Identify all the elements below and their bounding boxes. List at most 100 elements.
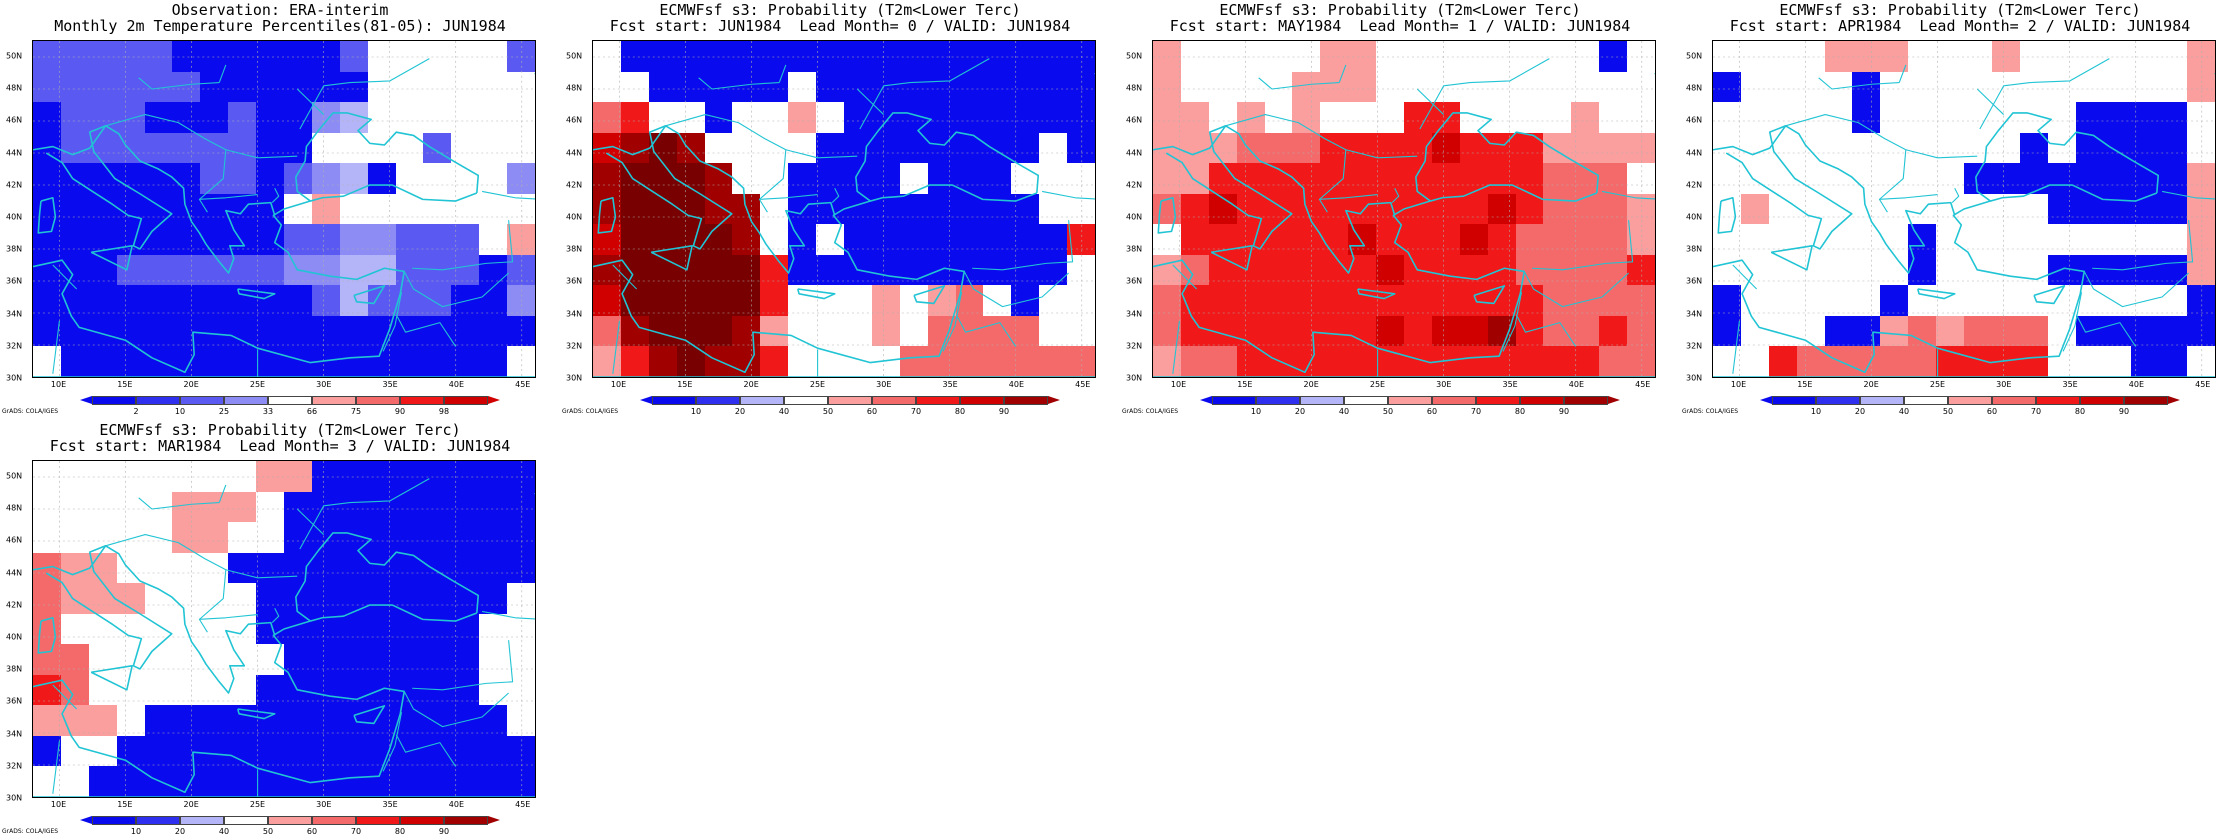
coastline-overlay	[593, 41, 1095, 377]
grid-cell	[507, 71, 535, 103]
grid-cell	[816, 71, 844, 103]
legend-tick-label: 40	[218, 827, 230, 836]
grid-cell	[1908, 71, 1937, 103]
grid-cell	[1067, 41, 1095, 72]
legend-swatch	[92, 396, 136, 405]
grid-cell	[593, 224, 621, 255]
legend-swatch	[740, 396, 784, 405]
legend-tick-label: 20	[1294, 407, 1306, 416]
legend-swatch	[1992, 396, 2036, 405]
lon-tick-label: 25E	[1369, 380, 1386, 389]
grid-cell	[479, 613, 508, 645]
grid-cell	[620, 346, 649, 377]
grid-cell	[423, 735, 452, 767]
grid-cell	[423, 193, 452, 225]
grid-cell	[1487, 193, 1516, 225]
grid-cell	[1936, 102, 1964, 133]
grid-cell	[507, 674, 535, 706]
country-border	[412, 220, 514, 271]
grid-cell	[1936, 315, 1964, 347]
grid-cell	[1153, 41, 1181, 72]
grid-cell	[1153, 224, 1181, 255]
grid-cell	[88, 766, 117, 797]
grid-cell	[284, 163, 312, 194]
grid-cell	[732, 285, 761, 316]
grid-cell	[1796, 285, 1825, 316]
grid-cell	[1376, 71, 1404, 103]
grid-cell	[1376, 163, 1404, 194]
legend-ticks: 10 20 40 50 60 70 80 90	[92, 827, 488, 837]
coastline-overlay	[33, 461, 535, 797]
grid-cell	[200, 674, 229, 706]
grid-cell	[423, 132, 452, 164]
grid-cell	[200, 315, 229, 347]
grid-cell	[1348, 346, 1377, 377]
grid-cell	[1487, 102, 1516, 133]
grid-cell	[507, 735, 535, 767]
panel-subtitle: Fcst start: JUN1984 Lead Month= 0 / VALI…	[609, 17, 1071, 35]
grid-cell	[172, 705, 201, 736]
grid-cell	[2103, 71, 2132, 103]
grid-cell	[1404, 163, 1432, 194]
grid-cell	[732, 41, 761, 72]
coastline	[33, 184, 478, 374]
grid-cell	[1153, 102, 1181, 133]
grid-cell	[2019, 132, 2048, 164]
grid-cell	[1768, 285, 1797, 316]
grid-cell	[367, 163, 396, 194]
legend-tick-label: 33	[262, 407, 274, 416]
grid-cell	[507, 254, 535, 286]
legend-arrow-left	[1200, 396, 1212, 404]
lon-tick-label: 30E	[1436, 380, 1452, 389]
grid-cell	[927, 224, 956, 255]
grid-cell	[339, 346, 368, 377]
lat-tick-label: 46N	[6, 115, 23, 125]
grid-cell	[871, 41, 900, 72]
grid-cell	[1515, 102, 1544, 133]
grid-cell	[1824, 254, 1853, 286]
grid-cell	[228, 41, 257, 72]
legend-swatch	[224, 396, 268, 405]
grid-cell	[1236, 71, 1265, 103]
grid-cell	[871, 224, 900, 255]
lat-tick-label: 38N	[1686, 244, 1703, 254]
grid-cell	[2159, 132, 2188, 164]
lat-tick-label: 30N	[1126, 373, 1143, 383]
grid-cell	[816, 254, 844, 286]
legend-tick-label: 80	[954, 407, 966, 416]
grid-cell	[704, 346, 733, 377]
grid-cell	[1713, 285, 1741, 316]
country-border	[1532, 220, 1634, 271]
coastline	[1785, 125, 1956, 274]
grid-cell	[116, 254, 145, 286]
grid-cell	[228, 132, 257, 164]
grid-cell	[2187, 346, 2215, 377]
grid-cell	[760, 102, 789, 133]
grid-cell	[33, 522, 61, 553]
legend-swatch	[1004, 396, 1048, 405]
legend-swatch	[400, 816, 444, 825]
country-border	[199, 614, 258, 620]
grid-cell	[88, 285, 117, 316]
legend-swatch	[960, 396, 1004, 405]
map-panel-lead-3: ECMWFsf s3: Probability (T2m<Lower Terc)…	[0, 420, 560, 840]
grid-cell	[256, 522, 284, 553]
legend-bar	[1772, 396, 2168, 405]
grid-cell	[1964, 224, 1992, 255]
legend-tick-label: 70	[1470, 407, 1482, 416]
grid-cell	[593, 346, 621, 377]
legend-tick-label: 90	[998, 407, 1010, 416]
lat-tick-label: 30N	[6, 793, 23, 803]
grid-cell	[1880, 41, 1909, 72]
lat-tick-label: 38N	[6, 664, 23, 674]
grid-cell	[451, 644, 480, 675]
grid-cell	[144, 285, 173, 316]
lon-tick-label: 25E	[809, 380, 826, 389]
panel-title: Observation: ERA-interim	[171, 1, 389, 19]
grid-cell	[648, 41, 677, 72]
grid-cell	[871, 254, 900, 286]
grid-cell	[1543, 41, 1572, 72]
grid-cell	[60, 254, 89, 286]
country-border	[199, 194, 258, 200]
country-border	[403, 271, 509, 308]
